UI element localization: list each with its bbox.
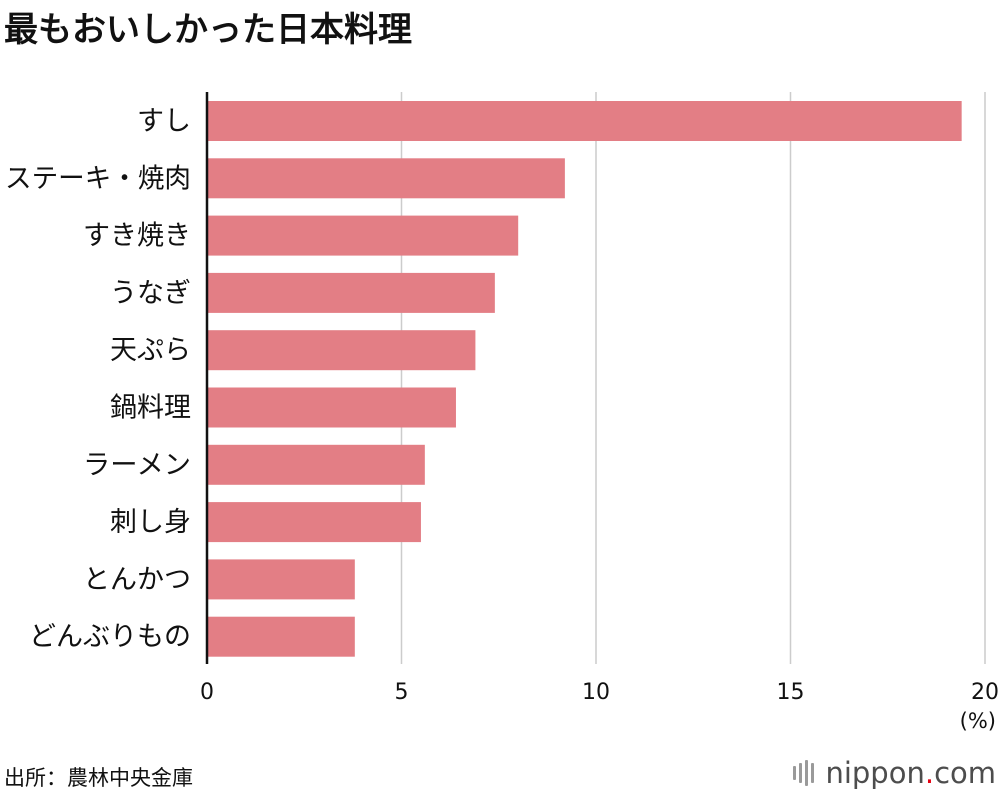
x-tick-label: 10 — [582, 680, 610, 705]
logo-name: nippon — [825, 756, 925, 790]
source-note: 出所：農林中央金庫 — [4, 766, 193, 790]
category-label: 天ぷら — [110, 335, 191, 366]
x-unit-label: (%) — [960, 709, 996, 733]
x-tick-label: 15 — [777, 680, 805, 705]
bar — [207, 330, 476, 371]
bar — [207, 272, 495, 313]
bar — [207, 502, 421, 543]
category-label: すし — [137, 106, 191, 137]
x-tick-label: 5 — [395, 680, 409, 705]
bar — [207, 444, 425, 485]
bar — [207, 616, 355, 657]
x-tick-label: 20 — [971, 680, 999, 705]
category-label: すき焼き — [83, 221, 191, 252]
category-label: 鍋料理 — [110, 393, 191, 424]
category-label: ステーキ・焼肉 — [5, 163, 191, 194]
bar — [207, 387, 456, 428]
category-label: うなぎ — [110, 278, 191, 309]
category-label: 刺し身 — [110, 507, 191, 538]
bar — [207, 215, 519, 256]
nippon-logo: nippon. com — [793, 756, 996, 790]
chart-title: 最もおいしかった日本料理 — [4, 10, 412, 50]
logo-bars-icon — [793, 760, 817, 786]
bar — [207, 158, 565, 199]
category-label: ラーメン — [83, 450, 191, 481]
category-label: とんかつ — [83, 564, 191, 595]
x-tick-label: 0 — [200, 680, 214, 705]
x-tick-labels: 0 5 10 15 20 — [200, 680, 999, 705]
logo-dot: . — [924, 756, 935, 790]
bars — [207, 101, 962, 657]
bar — [207, 559, 355, 600]
category-label: どんぶりもの — [29, 622, 191, 653]
bar — [207, 101, 962, 141]
logo-domain: com — [934, 756, 996, 790]
